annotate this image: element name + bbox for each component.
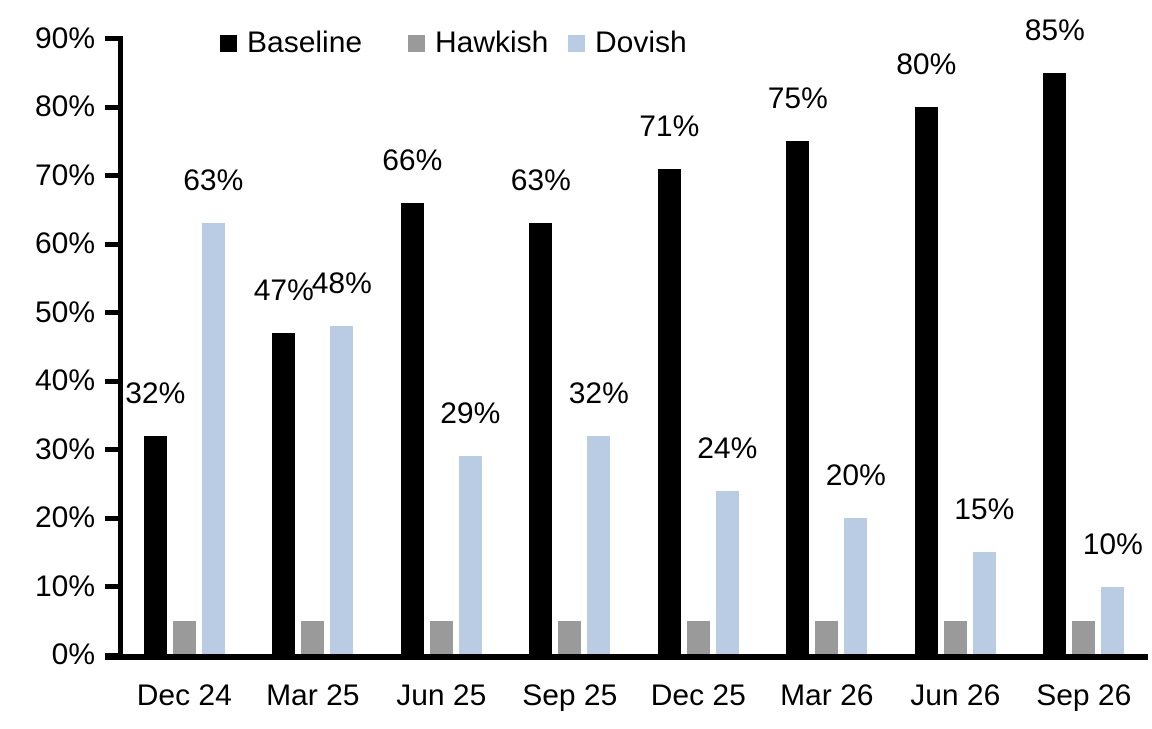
bar-hawkish xyxy=(301,620,325,655)
x-tick-label: Jun 25 xyxy=(396,679,487,712)
legend-item: Dovish xyxy=(568,26,687,60)
bar-dovish xyxy=(458,456,482,655)
x-tick-label: Sep 26 xyxy=(1036,679,1132,712)
y-tick-label: 60% xyxy=(34,227,95,260)
bar-baseline xyxy=(400,202,424,655)
bar-baseline xyxy=(786,141,810,655)
y-tick-label: 90% xyxy=(34,21,95,55)
y-tick-mark xyxy=(105,515,118,521)
data-label: 63% xyxy=(183,164,244,198)
data-label: 75% xyxy=(767,82,828,116)
legend-item: Baseline xyxy=(220,26,362,60)
legend-swatch-baseline xyxy=(220,34,237,52)
y-tick-mark xyxy=(105,36,118,41)
legend-item: Hawkish xyxy=(408,26,548,60)
data-label: 32% xyxy=(125,376,186,410)
y-tick-label: 0% xyxy=(51,638,95,671)
bar-hawkish xyxy=(558,620,582,655)
legend-label: Hawkish xyxy=(435,26,549,59)
data-label: 63% xyxy=(510,164,571,198)
y-tick-label: 50% xyxy=(34,295,95,329)
bar-hawkish xyxy=(686,620,710,655)
bar-dovish xyxy=(972,552,996,655)
y-tick-label: 70% xyxy=(34,158,95,192)
bar-dovish xyxy=(587,435,611,655)
y-tick-mark xyxy=(105,378,118,384)
bar-hawkish xyxy=(172,620,196,655)
legend-label: Baseline xyxy=(247,26,363,59)
x-tick-label: Mar 26 xyxy=(780,679,874,712)
y-tick-label: 20% xyxy=(34,501,95,534)
y-tick-mark xyxy=(105,104,118,110)
bar-dovish xyxy=(715,490,739,655)
bar-baseline xyxy=(914,107,938,655)
bar-dovish xyxy=(844,518,868,655)
data-label: 10% xyxy=(1082,527,1143,561)
bar-dovish xyxy=(330,326,354,655)
data-label: 48% xyxy=(311,267,372,301)
y-tick-mark xyxy=(105,173,118,178)
bar-dovish xyxy=(1101,586,1125,655)
bar-hawkish xyxy=(1072,620,1096,655)
legend-label: Dovish xyxy=(595,26,687,59)
y-tick-label: 10% xyxy=(34,569,95,603)
x-tick-label: Mar 25 xyxy=(266,679,360,712)
data-label: 15% xyxy=(954,493,1015,527)
bar-baseline xyxy=(1043,72,1067,655)
y-axis-line xyxy=(118,36,123,660)
x-tick-label: Sep 25 xyxy=(522,679,618,712)
x-tick-label: Dec 24 xyxy=(136,679,232,712)
legend-swatch-hawkish xyxy=(408,34,425,52)
legend-swatch-dovish xyxy=(568,34,585,52)
data-label: 80% xyxy=(896,48,957,81)
data-label: 20% xyxy=(825,459,886,492)
bar-baseline xyxy=(272,333,296,655)
y-tick-mark xyxy=(105,310,118,315)
bar-hawkish xyxy=(943,620,967,655)
y-tick-mark xyxy=(105,584,118,589)
bar-baseline xyxy=(657,168,681,655)
bar-dovish xyxy=(201,223,225,655)
x-tick-label: Jun 26 xyxy=(910,679,1001,712)
x-tick-label: Dec 25 xyxy=(650,679,746,712)
x-axis-line xyxy=(105,654,1148,660)
y-tick-label: 80% xyxy=(34,90,95,123)
data-label: 24% xyxy=(697,431,758,465)
bar-hawkish xyxy=(429,620,453,655)
y-tick-label: 40% xyxy=(34,364,95,397)
bar-baseline xyxy=(143,435,167,655)
bar-baseline xyxy=(529,223,553,655)
y-tick-label: 30% xyxy=(34,432,95,466)
data-label: 66% xyxy=(382,143,443,177)
y-tick-mark xyxy=(105,447,118,452)
data-label: 71% xyxy=(639,109,700,143)
data-label: 85% xyxy=(1024,13,1085,47)
data-label: 47% xyxy=(253,274,314,308)
data-label: 29% xyxy=(440,397,501,431)
y-tick-mark xyxy=(105,241,118,247)
bar-hawkish xyxy=(815,620,839,655)
data-label: 32% xyxy=(568,376,629,410)
